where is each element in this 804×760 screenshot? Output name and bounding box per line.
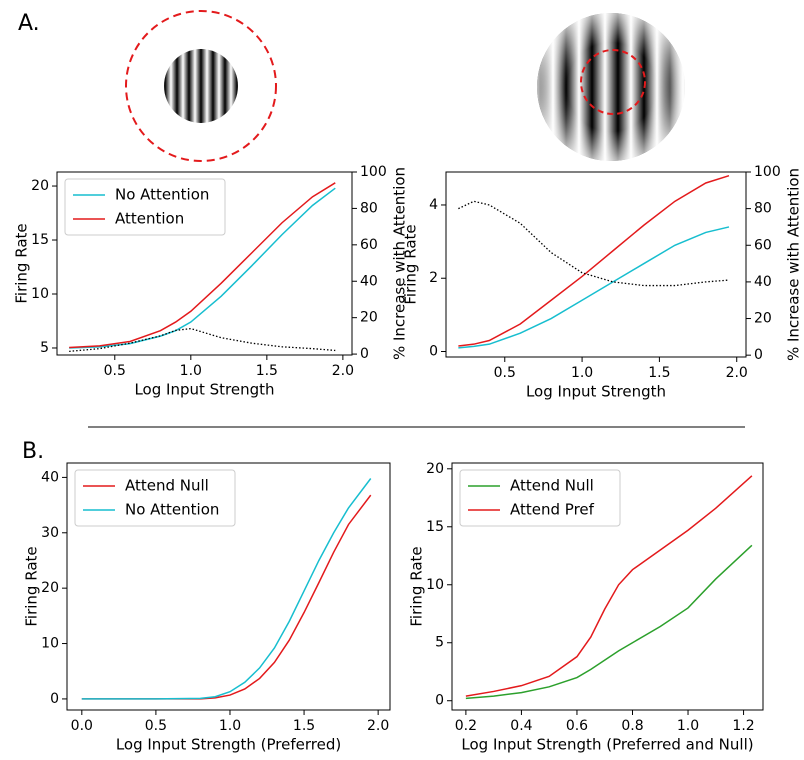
y2-tick-label: 100 [754,164,781,180]
y-tick-label: 10 [426,577,444,593]
y2-axis-label: % Increase with Attention [785,168,803,361]
legend-box [459,469,621,527]
x-tick-label: 0.6 [566,718,588,734]
x-tick-label: 0.0 [71,718,93,734]
y-tick-label: 5 [40,340,49,356]
legend-box [74,469,236,527]
legend-label: Attend Null [510,477,594,495]
y2-tick-label: 80 [360,200,378,216]
y-tick-label: 10 [31,286,49,302]
series-line [465,475,753,697]
y-axis-label: Firing Rate [23,546,41,626]
x-tick-label: 2.0 [332,363,354,379]
panel-label: A. [18,11,40,36]
series-line [69,182,336,349]
y2-axis-label: % Increase with Attention [391,167,409,360]
x-axis-label: Log Input Strength (Preferred and Null) [461,736,753,754]
legend-label: No Attention [125,501,219,519]
plot-frame [451,462,764,711]
legend-box [64,178,226,236]
y2-tick-label: 60 [360,237,378,253]
y-tick-label: 4 [429,197,438,213]
series-line [69,327,336,353]
y-tick-label: 15 [31,232,49,248]
x-axis-label: Log Input Strength [134,381,274,399]
y2-tick-label: 0 [754,347,763,363]
y2-tick-label: 60 [754,237,772,253]
y-tick-label: 5 [435,635,444,651]
plot-frame [445,171,747,358]
series-line [458,200,730,287]
series-line [69,187,336,349]
x-tick-label: 0.4 [510,718,532,734]
x-tick-label: 1.0 [219,718,241,734]
y2-tick-label: 0 [360,346,369,362]
x-axis-label: Log Input Strength [526,383,666,401]
y2-tick-label: 80 [754,201,772,217]
y-tick-label: 15 [426,519,444,535]
x-tick-label: 1.5 [648,365,670,381]
x-tick-label: 1.5 [293,718,315,734]
y2-tick-label: 40 [360,273,378,289]
legend-label: Attend Null [125,477,209,495]
legend-label: Attention [115,210,184,228]
series-line [458,174,730,347]
x-tick-label: 1.0 [677,718,699,734]
y-axis-label: Firing Rate [402,224,420,304]
y-axis-label: Firing Rate [13,223,31,303]
x-tick-label: 0.2 [455,718,477,734]
x-tick-label: 1.5 [256,363,278,379]
x-tick-label: 1.0 [180,363,202,379]
series-line [81,478,372,700]
panel-label: B. [22,439,44,464]
legend-label: No Attention [115,186,209,204]
y-axis-label: Firing Rate [408,546,426,626]
y-tick-label: 40 [41,469,59,485]
legend-label: Attend Pref [510,501,595,519]
y-tick-label: 30 [41,525,59,541]
y-tick-label: 20 [41,580,59,596]
x-tick-label: 0.5 [494,365,516,381]
x-tick-label: 2.0 [726,365,748,381]
y2-tick-label: 40 [754,274,772,290]
x-tick-label: 0.8 [621,718,643,734]
series-line [458,226,730,349]
y-tick-label: 20 [31,178,49,194]
y-tick-label: 20 [426,461,444,477]
plot-frame [66,462,391,711]
y-tick-label: 0 [435,693,444,709]
x-tick-label: 0.5 [145,718,167,734]
plot-frame [56,171,353,356]
y-tick-label: 2 [429,270,438,286]
x-axis-label: Log Input Strength (Preferred) [116,736,341,754]
stimulus-large [537,13,685,161]
y2-tick-label: 20 [360,310,378,326]
stimulus-small [125,10,277,162]
x-tick-label: 2.0 [367,718,389,734]
x-tick-label: 0.5 [104,363,126,379]
y-tick-label: 0 [429,344,438,360]
series-line [465,544,753,700]
y-tick-label: 0 [50,691,59,707]
x-tick-label: 1.0 [571,365,593,381]
y2-tick-label: 100 [360,164,387,180]
y2-tick-label: 20 [754,311,772,327]
y-tick-label: 10 [41,636,59,652]
x-tick-label: 1.2 [732,718,754,734]
